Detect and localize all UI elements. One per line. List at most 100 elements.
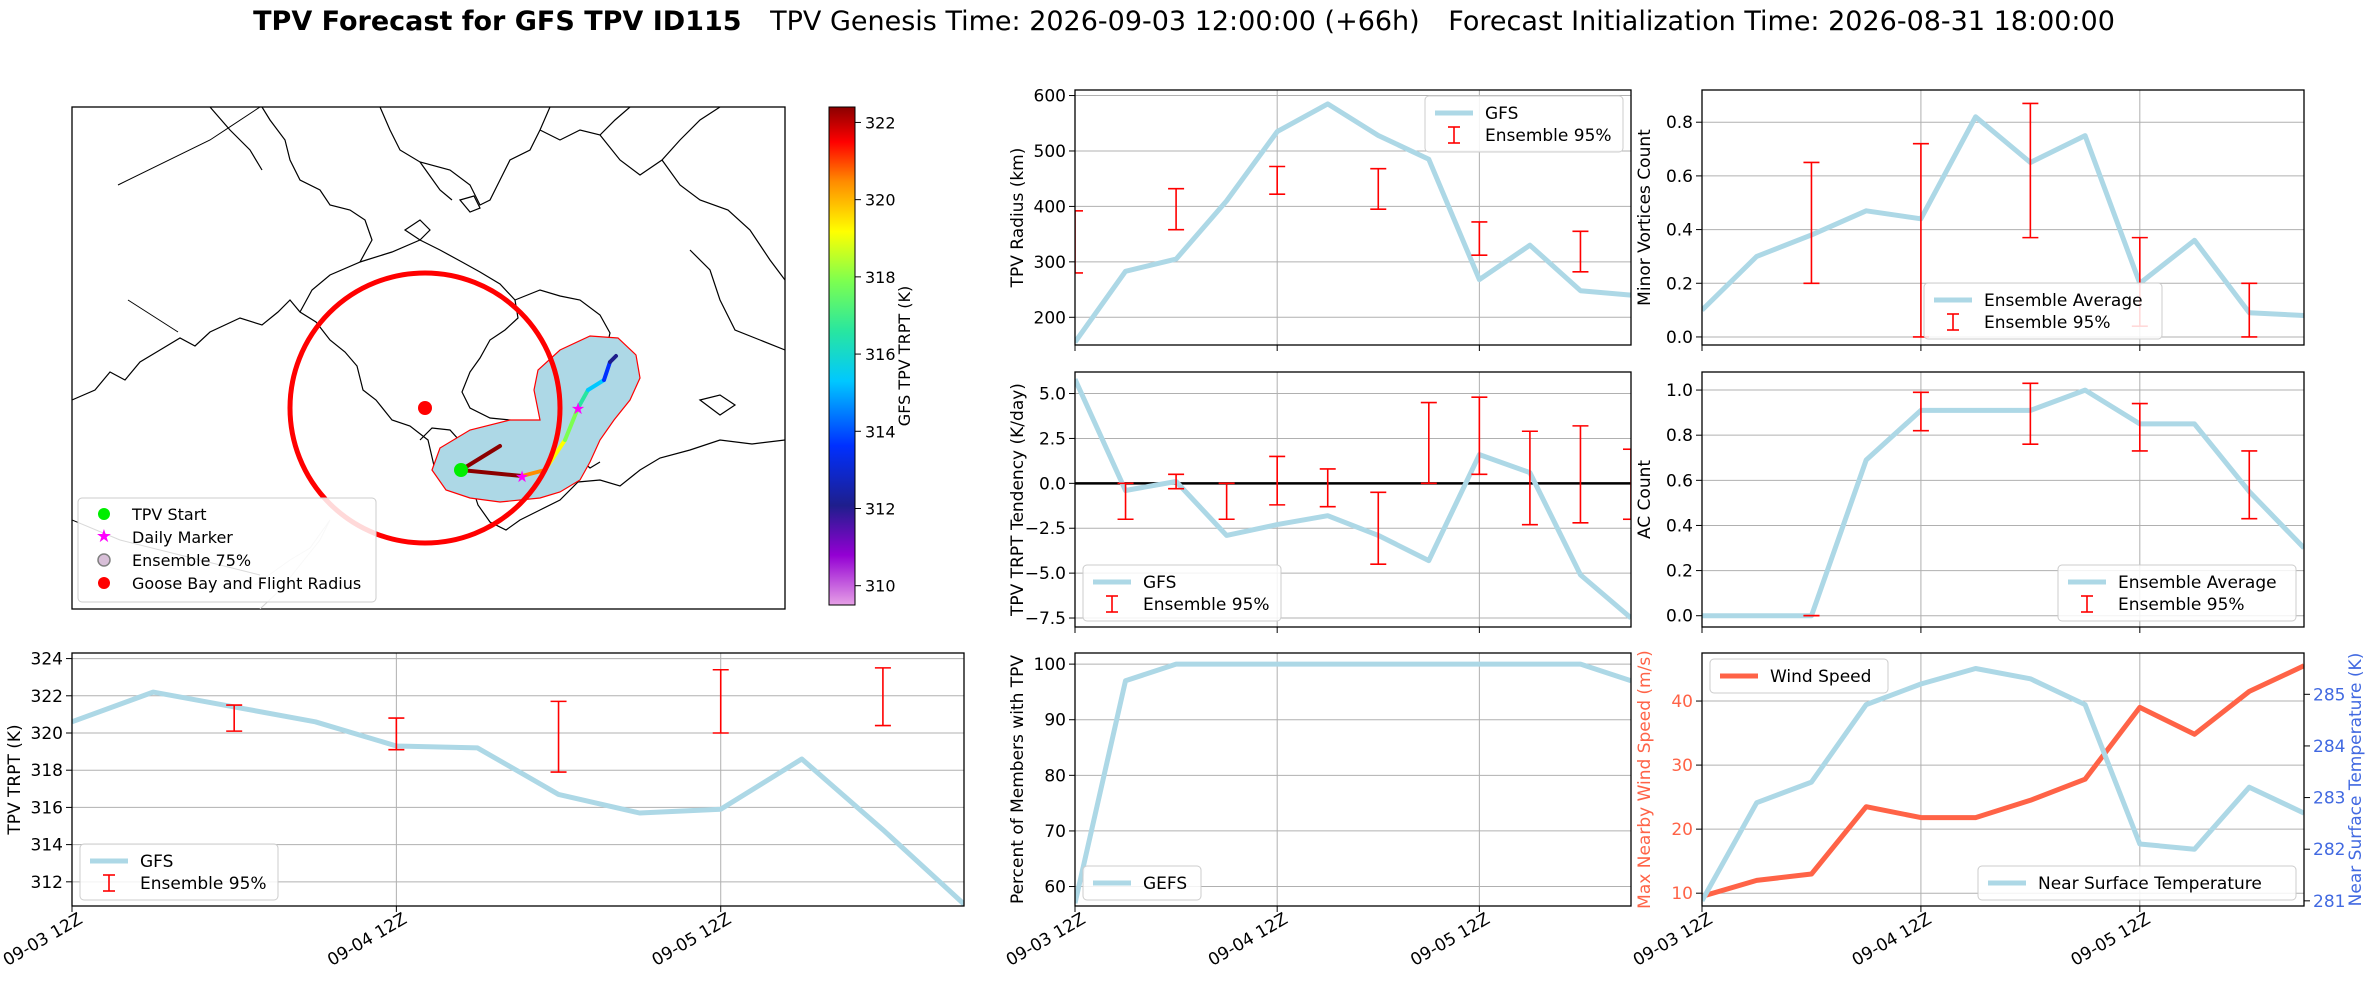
y-tick-label: 1.0 [1666, 381, 1693, 401]
legend: GEFS [1082, 865, 1202, 901]
error-bar [1075, 210, 1083, 274]
axes-frame [71, 652, 965, 907]
colorbar-tick-label: 316 [865, 345, 896, 364]
legend-start-icon [98, 508, 110, 520]
y-tick-label: 0.2 [1666, 562, 1693, 582]
y2-tick-label: 282 [2313, 840, 2345, 860]
y-tick-label: 300 [1034, 253, 1066, 273]
legend-errorbar-icon [1448, 126, 1460, 144]
y-tick-label: 30 [1671, 756, 1693, 776]
y-tick-label: 80 [1044, 766, 1066, 786]
y-tick-label: 2.5 [1039, 429, 1066, 449]
series-line-ac-0 [1702, 387, 2304, 619]
legend-goose-icon [98, 577, 110, 589]
x-tick-label: 09-05 12Z [1407, 909, 1493, 970]
legend-daily-label: Daily Marker [132, 528, 233, 547]
y-tick-label: 0.8 [1666, 426, 1693, 446]
error-bar [1269, 455, 1286, 506]
legend-errorbar-icon [103, 874, 115, 892]
y-tick-label: 20 [1671, 820, 1693, 840]
colorbar-gradient [828, 106, 856, 606]
y-tick-label: 60 [1044, 878, 1066, 898]
y-tick-label: 0.2 [1666, 274, 1693, 294]
title-genesis: TPV Genesis Time: 2026-09-03 12:00:00 (+… [769, 6, 1420, 37]
error-bar [1168, 187, 1185, 231]
legend-ensemble-icon [97, 553, 111, 567]
y-axis-label: AC Count [1635, 460, 1655, 539]
tpv-start-marker [454, 463, 468, 477]
y-tick-label: 0.6 [1666, 167, 1693, 187]
legend-label: GFS [1485, 104, 1518, 124]
panel-percent: 60 70 80 90 100 09-03 12Z 09-04 12Z 09-05 12Z Pe… [1003, 652, 1632, 971]
daily-marker-2: ★ [571, 399, 585, 418]
x-tick-label: 09-03 12Z [1630, 909, 1716, 970]
error-bar [1572, 230, 1589, 273]
axes-frame [1701, 371, 2305, 628]
y2-tick-label: 283 [2313, 789, 2345, 809]
error-bar [1471, 221, 1488, 256]
error-bar [1471, 396, 1488, 476]
y-axis-label: TPV Radius (km) [1008, 148, 1028, 289]
legend-label: Wind Speed [1770, 667, 1871, 687]
y-tick-label: 70 [1044, 822, 1066, 842]
series-line-wind_temp-0 [1702, 663, 2304, 899]
colorbar-label: GFS TPV TRPT (K) [895, 286, 914, 426]
map-legend: TPV Start ★ Daily Marker Ensemble 75% Go… [77, 497, 377, 603]
y-tick-label: 400 [1034, 197, 1066, 217]
axes-frame [1074, 652, 1632, 907]
legend: Wind Speed [1709, 658, 1889, 694]
colorbar-tick-label: 322 [865, 113, 896, 132]
colorbar-tick-label: 314 [865, 422, 896, 441]
legend-label: GFS [1143, 573, 1176, 593]
y-tick-label: 0.0 [1666, 328, 1693, 348]
y2-tick-label: 281 [2313, 892, 2345, 912]
y-tick-label: 316 [31, 798, 63, 818]
panel-trpt: 312 314 316 318 320 322 324 09-03 12Z 09-04 12Z 0… [0, 650, 965, 971]
y-tick-label: 322 [31, 687, 63, 707]
series-line-trpt-0 [72, 689, 964, 906]
legend-start-label: TPV Start [131, 505, 207, 524]
error-bar [550, 700, 567, 773]
y-tick-label: −2.5 [1025, 519, 1066, 539]
error-bar [1269, 165, 1286, 196]
legend-label: GEFS [1143, 874, 1187, 894]
colorbar: 310 312 314 316 318 320 322 GFS TPV TRPT (K) [828, 106, 914, 606]
colorbar-tick-label: 310 [865, 577, 896, 596]
colorbar-tick-label: 318 [865, 268, 896, 287]
y-tick-label: 90 [1044, 711, 1066, 731]
y-tick-label: 600 [1034, 87, 1066, 107]
y-tick-label: −7.5 [1025, 609, 1066, 629]
error-bar [1218, 482, 1235, 521]
y-tick-label: 100 [1034, 655, 1066, 675]
panel-radius: 200 300 400 500 600 TPV Radius (km) GFSEnsembl… [1008, 87, 1632, 351]
error-bar [1420, 401, 1437, 485]
y-tick-label: 0.4 [1666, 516, 1693, 536]
legend-label: Ensemble Average [1984, 291, 2143, 311]
legend-errorbar-icon [2081, 595, 2093, 613]
panel-ac: 0.0 0.2 0.4 0.6 0.8 1.0 AC Count Ensemble Avera… [1635, 371, 2305, 633]
error-bar [2022, 102, 2039, 239]
daily-marker-1: ★ [515, 467, 529, 486]
legend-label: Near Surface Temperature [2038, 874, 2262, 894]
error-bar [1319, 468, 1336, 508]
error-bar [874, 667, 891, 727]
y-tick-label: 40 [1671, 692, 1693, 712]
legend-label: Ensemble 95% [140, 874, 267, 894]
y-axis-label: TPV TRPT (K) [5, 724, 25, 835]
title-init: Forecast Initialization Time: 2026-08-31… [1448, 6, 2115, 37]
error-bar [1572, 425, 1589, 524]
title-bold: TPV Forecast for GFS TPV ID115 [253, 6, 741, 37]
panel-tendency: −7.5 −5.0 −2.5 0.0 2.5 5.0 TPV TRPT Tendency (… [1008, 371, 1632, 633]
error-bar [2131, 402, 2148, 452]
error-bar [2241, 450, 2258, 520]
y-tick-label: 200 [1034, 308, 1066, 328]
y-axis-label: TPV TRPT Tendency (K/day) [1008, 383, 1028, 617]
legend: Near Surface Temperature [1977, 865, 2297, 901]
y-tick-label: 318 [31, 761, 63, 781]
y-tick-label: 0.0 [1039, 474, 1066, 494]
